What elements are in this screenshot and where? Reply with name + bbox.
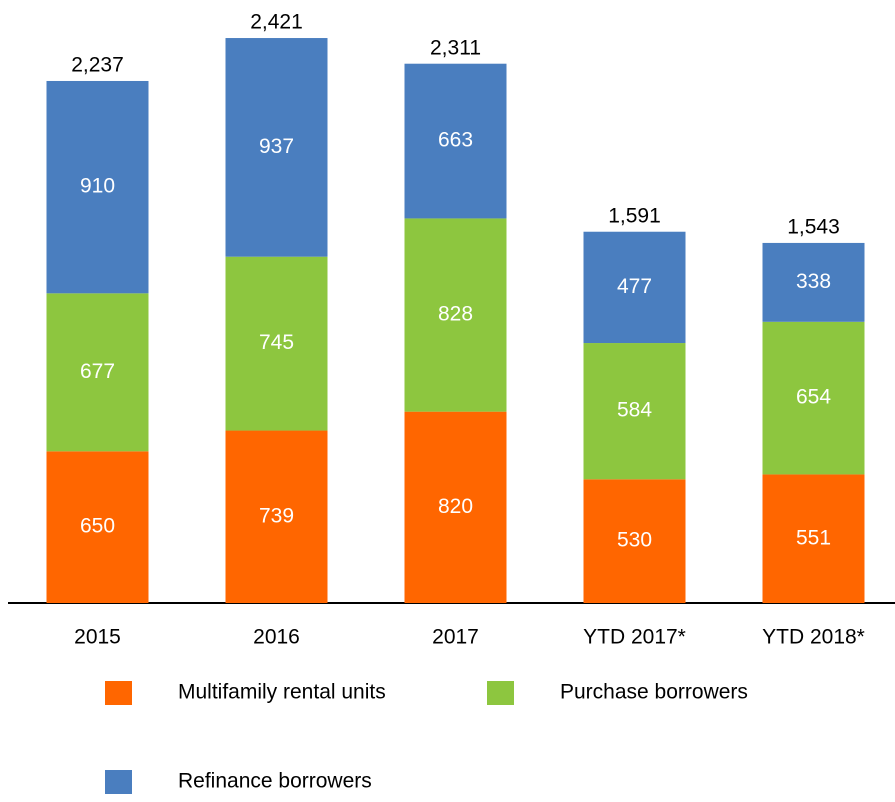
legend-swatch (105, 681, 132, 705)
bar-segment (46, 80, 149, 294)
data-label: 739 (259, 504, 294, 527)
data-label: 677 (80, 360, 115, 383)
data-label: 828 (438, 303, 473, 326)
data-label: 477 (617, 275, 652, 298)
x-tick-label: YTD 2017* (583, 626, 686, 649)
data-label: 551 (796, 526, 831, 549)
bar-segment (404, 63, 507, 219)
data-label: 910 (80, 175, 115, 198)
bar-segment (583, 231, 686, 344)
legend-swatch (487, 681, 514, 705)
data-label: 650 (80, 515, 115, 538)
bar-segment (225, 256, 328, 431)
bar-segment (583, 343, 686, 480)
bar-segment (46, 451, 149, 603)
bar-segment (762, 321, 865, 475)
legend-label: Multifamily rental units (178, 681, 386, 704)
total-label: 2,311 (430, 36, 481, 59)
legend-label: Refinance borrowers (178, 770, 372, 793)
data-label: 820 (438, 495, 473, 518)
total-label: 2,421 (250, 11, 303, 34)
bar-segment (46, 293, 149, 452)
data-label: 584 (617, 399, 652, 422)
x-tick-label: 2017 (432, 626, 479, 649)
total-label: 1,591 (608, 204, 661, 227)
x-tick-label: 2016 (253, 626, 300, 649)
x-tick-label: 2015 (74, 626, 121, 649)
x-tick-label: YTD 2018* (762, 626, 865, 649)
legend-label: Purchase borrowers (560, 681, 748, 704)
data-label: 663 (438, 129, 473, 152)
total-label: 2,237 (71, 54, 124, 77)
legend-swatch (105, 770, 132, 794)
bar-segment (225, 430, 328, 603)
bar-segment (583, 479, 686, 603)
bar-segment (225, 38, 328, 257)
total-label: 1,543 (787, 215, 840, 238)
bar-segment (404, 218, 507, 412)
data-label: 338 (796, 270, 831, 293)
data-label: 937 (259, 135, 294, 158)
bar-segment (762, 474, 865, 603)
bar-segment (762, 242, 865, 322)
data-label: 745 (259, 331, 294, 354)
data-label: 530 (617, 529, 652, 552)
bar-segment (404, 411, 507, 603)
data-label: 654 (796, 386, 831, 409)
